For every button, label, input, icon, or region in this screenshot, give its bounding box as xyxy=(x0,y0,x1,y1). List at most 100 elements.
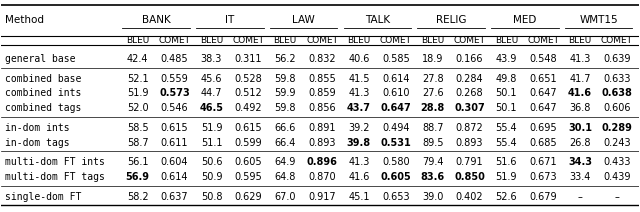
Text: 0.528: 0.528 xyxy=(234,74,262,84)
Text: BLEU: BLEU xyxy=(348,36,371,45)
Text: 0.791: 0.791 xyxy=(456,158,483,167)
Text: 50.9: 50.9 xyxy=(201,172,222,182)
Text: 0.606: 0.606 xyxy=(604,103,631,113)
Text: 0.546: 0.546 xyxy=(161,103,188,113)
Text: 0.637: 0.637 xyxy=(161,192,188,202)
Text: 49.8: 49.8 xyxy=(496,74,517,84)
Text: 0.893: 0.893 xyxy=(456,138,483,148)
Text: 0.896: 0.896 xyxy=(307,158,337,167)
Text: 50.6: 50.6 xyxy=(201,158,222,167)
Text: COMET: COMET xyxy=(454,36,486,45)
Text: 52.0: 52.0 xyxy=(127,103,148,113)
Text: 43.7: 43.7 xyxy=(347,103,371,113)
Text: 0.893: 0.893 xyxy=(308,138,336,148)
Text: 0.872: 0.872 xyxy=(456,123,483,133)
Text: 0.695: 0.695 xyxy=(529,123,557,133)
Text: general base: general base xyxy=(4,54,75,64)
Text: 59.8: 59.8 xyxy=(275,74,296,84)
Text: combined ints: combined ints xyxy=(4,88,81,98)
Text: BLEU: BLEU xyxy=(495,36,518,45)
Text: 0.653: 0.653 xyxy=(382,192,410,202)
Text: 0.289: 0.289 xyxy=(602,123,632,133)
Text: 0.580: 0.580 xyxy=(382,158,410,167)
Text: BANK: BANK xyxy=(142,15,170,25)
Text: multi-dom FT ints: multi-dom FT ints xyxy=(4,158,104,167)
Text: 0.605: 0.605 xyxy=(380,172,411,182)
Text: 0.629: 0.629 xyxy=(234,192,262,202)
Text: 0.531: 0.531 xyxy=(380,138,411,148)
Text: 0.166: 0.166 xyxy=(456,54,483,64)
Text: 0.494: 0.494 xyxy=(382,123,410,133)
Text: 0.614: 0.614 xyxy=(161,172,188,182)
Text: 0.492: 0.492 xyxy=(234,103,262,113)
Text: 41.3: 41.3 xyxy=(348,88,370,98)
Text: 39.0: 39.0 xyxy=(422,192,444,202)
Text: BLEU: BLEU xyxy=(200,36,223,45)
Text: 27.6: 27.6 xyxy=(422,88,444,98)
Text: 0.832: 0.832 xyxy=(308,54,336,64)
Text: 0.856: 0.856 xyxy=(308,103,336,113)
Text: 27.8: 27.8 xyxy=(422,74,444,84)
Text: 42.4: 42.4 xyxy=(127,54,148,64)
Text: 56.9: 56.9 xyxy=(125,172,150,182)
Text: 0.610: 0.610 xyxy=(382,88,410,98)
Text: –: – xyxy=(578,192,582,202)
Text: 0.559: 0.559 xyxy=(161,74,188,84)
Text: 64.9: 64.9 xyxy=(275,158,296,167)
Text: 39.2: 39.2 xyxy=(348,123,370,133)
Text: combined tags: combined tags xyxy=(4,103,81,113)
Text: COMET: COMET xyxy=(159,36,191,45)
Text: 58.5: 58.5 xyxy=(127,123,148,133)
Text: COMET: COMET xyxy=(527,36,559,45)
Text: combined base: combined base xyxy=(4,74,81,84)
Text: 0.859: 0.859 xyxy=(308,88,336,98)
Text: 0.671: 0.671 xyxy=(529,158,557,167)
Text: 0.284: 0.284 xyxy=(456,74,483,84)
Text: 0.585: 0.585 xyxy=(382,54,410,64)
Text: COMET: COMET xyxy=(601,36,633,45)
Text: 55.4: 55.4 xyxy=(495,138,517,148)
Text: in-dom tags: in-dom tags xyxy=(4,138,69,148)
Text: 56.1: 56.1 xyxy=(127,158,148,167)
Text: 66.4: 66.4 xyxy=(275,138,296,148)
Text: 0.647: 0.647 xyxy=(380,103,411,113)
Text: 0.651: 0.651 xyxy=(529,74,557,84)
Text: 0.647: 0.647 xyxy=(529,88,557,98)
Text: 41.3: 41.3 xyxy=(348,158,370,167)
Text: 0.599: 0.599 xyxy=(234,138,262,148)
Text: BLEU: BLEU xyxy=(568,36,592,45)
Text: 0.891: 0.891 xyxy=(308,123,336,133)
Text: 0.917: 0.917 xyxy=(308,192,336,202)
Text: 51.9: 51.9 xyxy=(127,88,148,98)
Text: RELIG: RELIG xyxy=(436,15,467,25)
Text: 51.9: 51.9 xyxy=(201,123,222,133)
Text: single-dom FT: single-dom FT xyxy=(4,192,81,202)
Text: 0.573: 0.573 xyxy=(159,88,190,98)
Text: 33.4: 33.4 xyxy=(570,172,591,182)
Text: 50.8: 50.8 xyxy=(201,192,222,202)
Text: 64.8: 64.8 xyxy=(275,172,296,182)
Text: 0.307: 0.307 xyxy=(454,103,485,113)
Text: 88.7: 88.7 xyxy=(422,123,444,133)
Text: 26.8: 26.8 xyxy=(570,138,591,148)
Text: BLEU: BLEU xyxy=(273,36,297,45)
Text: 59.8: 59.8 xyxy=(275,103,296,113)
Text: 89.5: 89.5 xyxy=(422,138,444,148)
Text: 0.638: 0.638 xyxy=(602,88,632,98)
Text: 41.5: 41.5 xyxy=(348,74,370,84)
Text: 0.595: 0.595 xyxy=(234,172,262,182)
Text: 0.433: 0.433 xyxy=(604,158,631,167)
Text: 45.1: 45.1 xyxy=(348,192,370,202)
Text: 0.685: 0.685 xyxy=(529,138,557,148)
Text: 0.243: 0.243 xyxy=(603,138,631,148)
Text: 50.1: 50.1 xyxy=(495,103,517,113)
Text: 66.6: 66.6 xyxy=(275,123,296,133)
Text: 83.6: 83.6 xyxy=(420,172,445,182)
Text: 39.8: 39.8 xyxy=(347,138,371,148)
Text: COMET: COMET xyxy=(232,36,264,45)
Text: in-dom ints: in-dom ints xyxy=(4,123,69,133)
Text: 58.7: 58.7 xyxy=(127,138,148,148)
Text: 0.614: 0.614 xyxy=(382,74,410,84)
Text: BLEU: BLEU xyxy=(126,36,149,45)
Text: 0.647: 0.647 xyxy=(529,103,557,113)
